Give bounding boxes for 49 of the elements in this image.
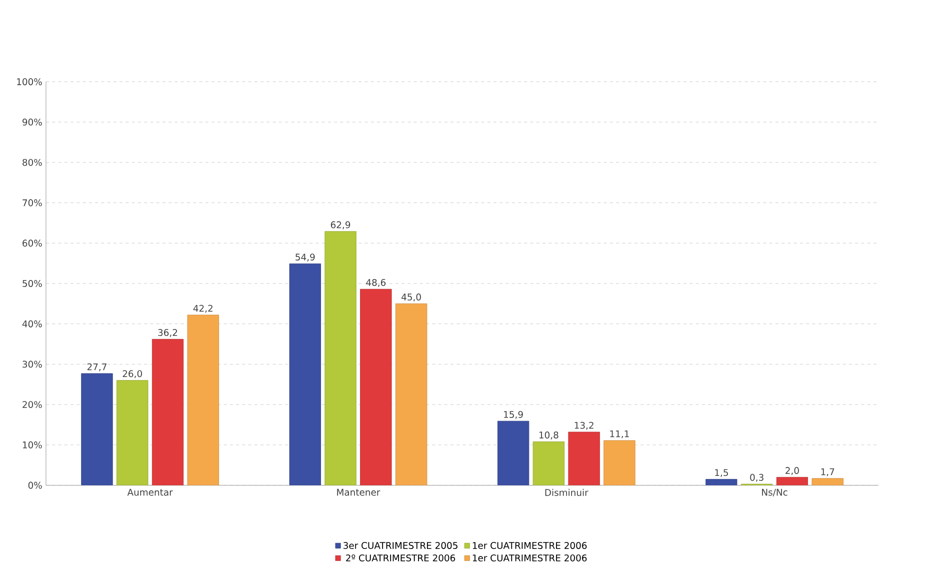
data-label: 62,9 bbox=[330, 221, 350, 230]
bar bbox=[812, 478, 844, 486]
bar bbox=[81, 373, 113, 486]
y-tick-label: 0% bbox=[28, 482, 42, 489]
legend-label: 3er CUATRIMESTRE 2005 bbox=[344, 542, 458, 549]
data-label: 1,7 bbox=[821, 468, 834, 476]
bar bbox=[187, 314, 219, 486]
bar bbox=[324, 231, 356, 486]
y-tick-label: 70% bbox=[22, 199, 42, 206]
y-tick-label: 40% bbox=[22, 320, 42, 328]
data-label: 27,7 bbox=[87, 363, 106, 372]
legend-label: 2º CUATRIMESTRE 2006 bbox=[346, 554, 456, 562]
data-label: 54,9 bbox=[296, 253, 315, 262]
x-tick-label: Disminuir bbox=[545, 488, 588, 496]
legend-label: 1er CUATRIMESTRE 2006 bbox=[472, 542, 587, 549]
y-tick-label: 90% bbox=[22, 118, 42, 126]
data-label: 0,3 bbox=[750, 474, 764, 482]
data-label: 11,1 bbox=[610, 430, 629, 438]
bar bbox=[532, 441, 565, 486]
bar bbox=[360, 288, 392, 486]
y-tick-label: 50% bbox=[22, 280, 42, 287]
data-label: 15,9 bbox=[504, 410, 523, 419]
x-tick-label: Mantener bbox=[337, 488, 380, 496]
x-tick-label: Aumentar bbox=[127, 488, 173, 496]
data-label: 13,2 bbox=[574, 422, 594, 430]
data-label: 1,5 bbox=[715, 469, 728, 477]
bar bbox=[497, 420, 530, 486]
x-tick-label: Ns/Nc bbox=[762, 488, 788, 496]
data-label: 26,0 bbox=[122, 370, 142, 378]
y-tick-label: 20% bbox=[22, 400, 42, 408]
y-tick-label: 30% bbox=[22, 360, 42, 368]
data-label: 48,6 bbox=[366, 278, 386, 287]
bar bbox=[116, 380, 148, 486]
bar bbox=[776, 476, 808, 486]
bar bbox=[289, 263, 321, 486]
bar bbox=[395, 303, 428, 486]
y-tick-label: 100% bbox=[17, 78, 42, 86]
y-tick-label: 80% bbox=[22, 158, 42, 166]
bar bbox=[152, 338, 184, 486]
data-label: 42,2 bbox=[193, 304, 212, 313]
bar bbox=[604, 440, 636, 486]
bar bbox=[568, 432, 600, 486]
y-tick-label: 60% bbox=[22, 240, 42, 246]
data-label: 45,0 bbox=[402, 293, 421, 302]
data-label: 2,0 bbox=[786, 466, 799, 475]
legend-label: 1er CUATRIMESTRE 2006 bbox=[472, 554, 587, 562]
y-tick-label: 10% bbox=[22, 441, 42, 448]
data-label: 10,8 bbox=[539, 431, 558, 440]
data-label: 36,2 bbox=[158, 328, 178, 337]
